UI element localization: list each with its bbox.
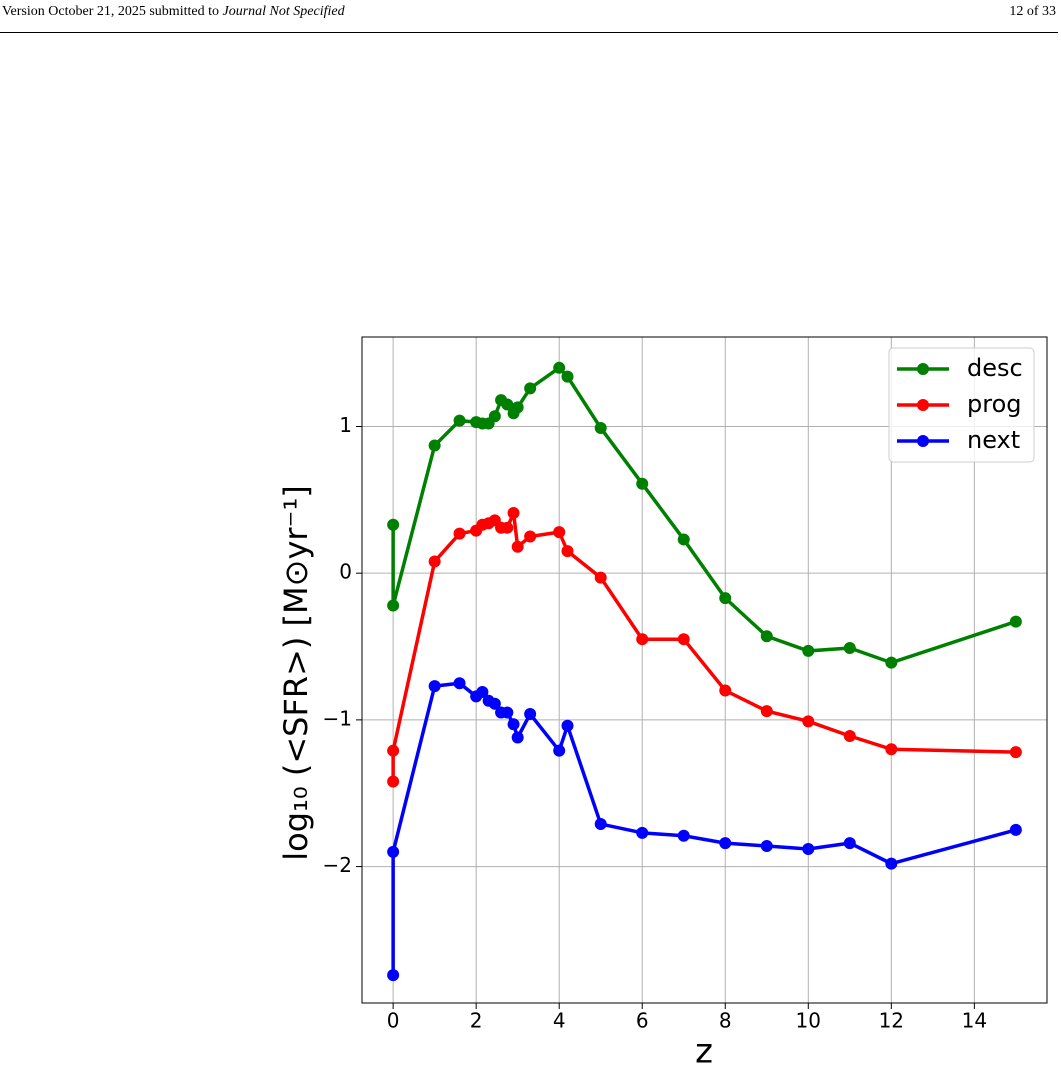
data-point	[636, 633, 649, 646]
data-point	[524, 530, 537, 543]
data-point	[719, 684, 732, 697]
y-tick-label: −2	[323, 853, 352, 877]
data-point	[387, 744, 400, 757]
data-point	[387, 599, 400, 612]
x-tick-label: 2	[470, 1009, 483, 1033]
y-axis-label: log₁₀ (<SFR>) [M⊙yr⁻¹]	[277, 485, 315, 861]
y-tick-label: −1	[323, 706, 352, 730]
data-point	[843, 837, 856, 850]
data-point	[501, 706, 514, 719]
legend: desc prog next	[888, 347, 1035, 463]
data-point	[428, 680, 441, 693]
x-tick-label: 6	[636, 1009, 649, 1033]
data-point	[561, 719, 574, 732]
data-point	[1009, 823, 1022, 836]
data-point	[561, 545, 574, 558]
data-point	[524, 708, 537, 721]
x-tick-label: 0	[387, 1009, 400, 1033]
data-point	[677, 633, 690, 646]
data-point	[677, 533, 690, 546]
x-tick-label: 12	[879, 1009, 904, 1033]
data-point	[501, 521, 514, 534]
data-point	[594, 421, 607, 434]
header-rule	[0, 32, 1058, 33]
legend-box	[888, 347, 1035, 463]
data-point	[885, 656, 898, 669]
data-point	[511, 401, 524, 414]
y-tick-label: 0	[339, 560, 352, 584]
data-point	[453, 414, 466, 427]
data-point	[843, 641, 856, 654]
series-line	[391, 506, 1016, 782]
data-point	[561, 370, 574, 383]
x-tick-label: 14	[962, 1009, 987, 1033]
data-point	[553, 361, 566, 374]
data-point	[553, 526, 566, 539]
data-point	[453, 527, 466, 540]
journal: Journal Not Specified	[222, 4, 345, 19]
data-point	[802, 842, 815, 855]
data-point	[453, 677, 466, 690]
data-point	[802, 715, 815, 728]
x-tick-label: 8	[719, 1009, 732, 1033]
data-point	[802, 644, 815, 657]
data-point	[501, 398, 514, 411]
data-point	[594, 571, 607, 584]
data-point	[843, 730, 856, 743]
data-point	[677, 829, 690, 842]
data-point	[760, 705, 773, 718]
data-point	[719, 837, 732, 850]
data-point	[387, 969, 400, 982]
data-point	[885, 743, 898, 756]
data-point	[428, 555, 441, 568]
plot-frame	[361, 336, 1048, 1004]
data-point	[387, 845, 400, 858]
legend-marker	[917, 435, 929, 447]
data-point	[476, 686, 489, 699]
data-point	[553, 744, 566, 757]
data-point	[488, 410, 501, 423]
header-text: Version October 21, 2025 submitted to	[2, 4, 219, 19]
series-line	[391, 681, 1017, 976]
data-point	[428, 439, 441, 452]
data-point	[488, 697, 501, 710]
legend-marker	[917, 399, 929, 411]
data-point	[594, 818, 607, 831]
data-point	[524, 382, 537, 395]
page-number: 12 of 33	[1009, 4, 1056, 19]
data-point	[885, 857, 898, 870]
legend-label: desc	[967, 354, 1023, 382]
x-axis-label: z	[695, 1032, 713, 1071]
legend-marker	[917, 363, 929, 375]
data-point	[636, 477, 649, 490]
header-left: Version October 21, 2025 submitted to Jo…	[2, 4, 345, 20]
data-point	[636, 826, 649, 839]
data-point	[760, 840, 773, 853]
legend-label: prog	[967, 390, 1022, 418]
data-point	[387, 518, 400, 531]
data-point	[387, 775, 400, 788]
data-point	[507, 507, 520, 520]
y-tick-label: 1	[339, 413, 352, 437]
data-point	[760, 630, 773, 643]
legend-label: next	[967, 426, 1020, 454]
data-point	[511, 540, 524, 553]
data-point	[1009, 746, 1022, 759]
data-point	[511, 731, 524, 744]
data-point	[719, 592, 732, 605]
x-tick-label: 4	[553, 1009, 566, 1033]
data-point	[1009, 615, 1022, 628]
data-point	[507, 718, 520, 731]
x-tick-label: 10	[796, 1009, 821, 1033]
